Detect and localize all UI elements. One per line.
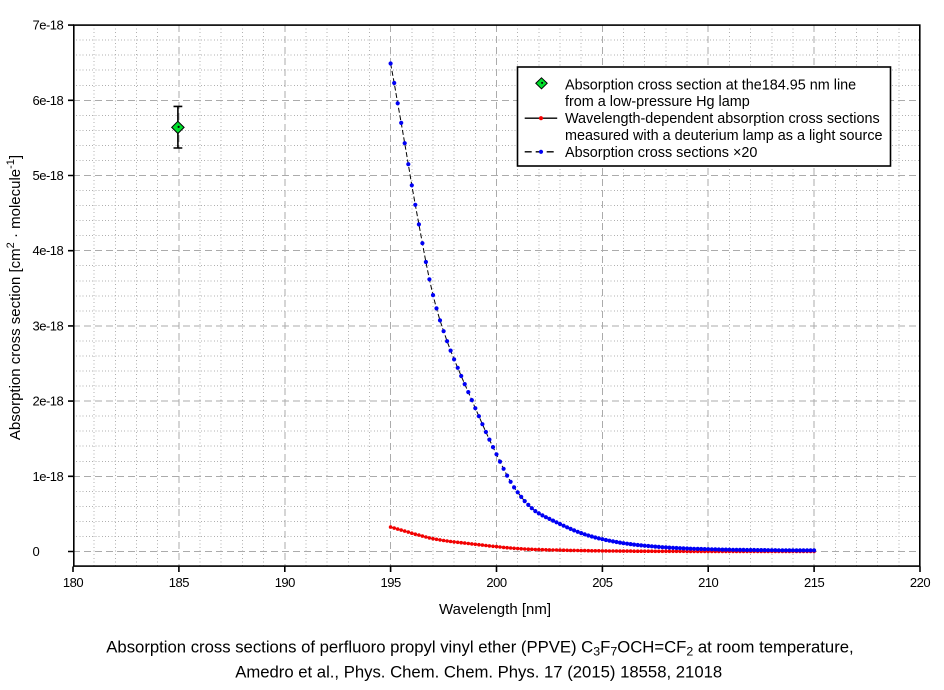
svg-text:2e-18: 2e-18 [33, 394, 64, 409]
svg-text:195: 195 [380, 575, 400, 590]
svg-text:Absorption cross section at th: Absorption cross section at the184.95 nm… [565, 78, 856, 94]
svg-text:Wavelength [nm]: Wavelength [nm] [439, 601, 551, 618]
svg-text:4e-18: 4e-18 [33, 243, 64, 258]
svg-text:190: 190 [275, 575, 295, 590]
svg-text:measured with a deuterium lamp: measured with a deuterium lamp as a ligh… [565, 128, 883, 144]
svg-text:205: 205 [592, 575, 612, 590]
svg-text:5e-18: 5e-18 [33, 168, 64, 183]
svg-text:Amedro et al., Phys. Chem. Che: Amedro et al., Phys. Chem. Chem. Phys. 1… [235, 663, 722, 682]
svg-text:Absorption cross sections of p: Absorption cross sections of perfluoro p… [106, 638, 853, 659]
svg-text:6e-18: 6e-18 [33, 93, 64, 108]
svg-text:210: 210 [698, 575, 718, 590]
svg-text:Wavelength-dependent absorptio: Wavelength-dependent absorption cross se… [565, 111, 880, 127]
svg-text:0: 0 [33, 544, 40, 559]
svg-text:185: 185 [169, 575, 189, 590]
svg-text:Absorption cross sections ×20: Absorption cross sections ×20 [565, 145, 757, 161]
svg-text:Absorption cross section [cm2: Absorption cross section [cm2 · molecule… [5, 155, 24, 440]
svg-text:7e-18: 7e-18 [33, 18, 64, 33]
svg-text:from a low-pressure Hg lamp: from a low-pressure Hg lamp [565, 94, 750, 110]
svg-text:220: 220 [910, 575, 930, 590]
svg-text:1e-18: 1e-18 [33, 469, 64, 484]
svg-text:200: 200 [486, 575, 506, 590]
svg-text:180: 180 [63, 575, 83, 590]
svg-text:215: 215 [804, 575, 824, 590]
svg-text:3e-18: 3e-18 [33, 318, 64, 333]
